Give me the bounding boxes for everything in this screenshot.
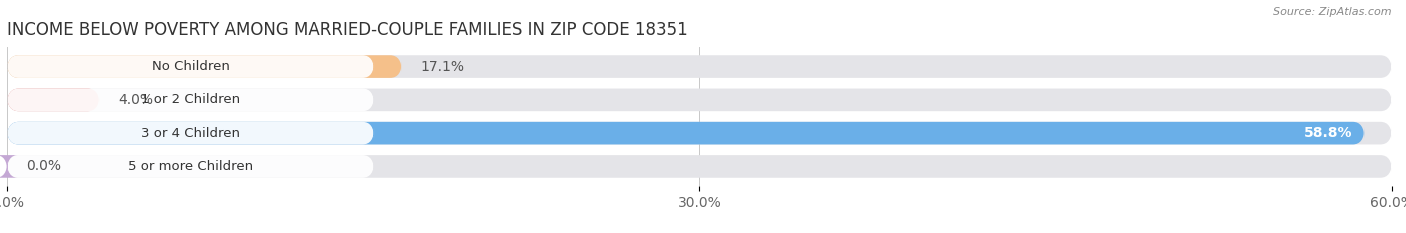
FancyBboxPatch shape <box>7 55 402 78</box>
FancyBboxPatch shape <box>7 89 1392 111</box>
FancyBboxPatch shape <box>7 89 374 111</box>
FancyBboxPatch shape <box>7 122 374 144</box>
Text: 4.0%: 4.0% <box>118 93 153 107</box>
Text: 17.1%: 17.1% <box>420 60 464 74</box>
FancyBboxPatch shape <box>7 155 1392 178</box>
Text: 1 or 2 Children: 1 or 2 Children <box>141 93 240 106</box>
Text: 3 or 4 Children: 3 or 4 Children <box>141 127 240 140</box>
FancyBboxPatch shape <box>7 122 1364 144</box>
Text: No Children: No Children <box>152 60 229 73</box>
FancyBboxPatch shape <box>7 55 1392 78</box>
Text: INCOME BELOW POVERTY AMONG MARRIED-COUPLE FAMILIES IN ZIP CODE 18351: INCOME BELOW POVERTY AMONG MARRIED-COUPL… <box>7 21 688 39</box>
FancyBboxPatch shape <box>7 55 374 78</box>
Text: 0.0%: 0.0% <box>25 159 60 173</box>
FancyBboxPatch shape <box>7 89 100 111</box>
Text: Source: ZipAtlas.com: Source: ZipAtlas.com <box>1274 7 1392 17</box>
Text: 58.8%: 58.8% <box>1305 126 1353 140</box>
Text: 5 or more Children: 5 or more Children <box>128 160 253 173</box>
FancyBboxPatch shape <box>0 155 18 178</box>
FancyBboxPatch shape <box>7 122 1392 144</box>
FancyBboxPatch shape <box>7 155 374 178</box>
